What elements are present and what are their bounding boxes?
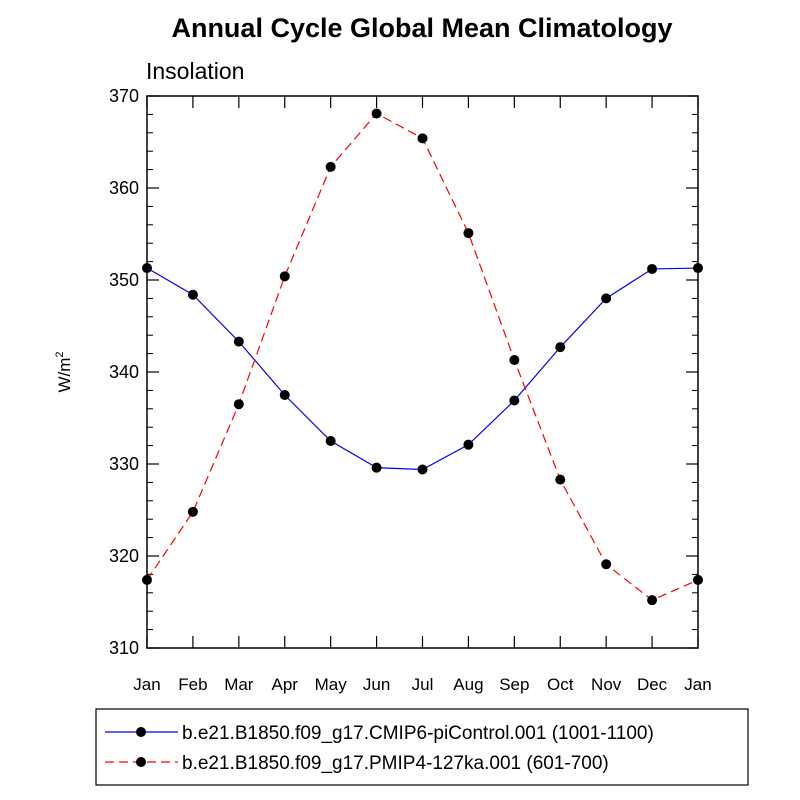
x-tick-label: Apr: [272, 675, 299, 694]
y-tick-label: 340: [109, 362, 139, 382]
data-point: [647, 595, 658, 606]
x-tick-label: May: [315, 675, 348, 694]
x-tick-label: Dec: [637, 675, 668, 694]
data-point: [601, 293, 612, 304]
data-point: [463, 439, 474, 450]
x-tick-label: Jul: [412, 675, 434, 694]
y-axis-label-sup: 2: [54, 351, 66, 357]
data-point: [417, 133, 428, 144]
legend: b.e21.B1850.f09_g17.CMIP6-piControl.001 …: [105, 723, 654, 774]
series-group: [142, 108, 703, 606]
data-point: [279, 271, 290, 282]
data-point: [142, 574, 152, 585]
legend-label-0: b.e21.B1850.f09_g17.CMIP6-piControl.001 …: [182, 723, 654, 744]
x-axis-ticks: Jan Feb Mar Apr May Jun Jul Aug Sep Oct Nov Dec Jan: [133, 96, 712, 694]
legend-label-1: b.e21.B1850.f09_g17.PMIP4-127ka.001 (601…: [182, 753, 609, 774]
y-axis-label-group: W/m2: [54, 351, 74, 392]
data-point: [233, 399, 244, 410]
y-tick-label: 360: [109, 178, 139, 198]
data-point: [509, 395, 520, 406]
x-tick-label: Nov: [591, 675, 622, 694]
legend-marker-0: [136, 727, 146, 737]
data-point: [555, 342, 566, 353]
x-tick-label: Jun: [363, 675, 390, 694]
data-point: [509, 355, 520, 366]
legend-box: [95, 708, 749, 786]
x-tick-label: Mar: [224, 675, 254, 694]
chart-subtitle: Insolation: [146, 58, 244, 84]
y-tick-label: 310: [109, 638, 139, 658]
data-point: [371, 462, 382, 473]
x-tick-label: Aug: [453, 675, 483, 694]
data-point: [693, 574, 703, 585]
data-point: [601, 559, 612, 570]
y-tick-label: 330: [109, 454, 139, 474]
data-point: [325, 161, 336, 172]
series-line-1: [146, 112, 699, 601]
data-point: [187, 506, 198, 517]
y-axis-label-base: W/m: [55, 358, 74, 393]
y-axis-label: W/m2: [54, 351, 74, 392]
y-tick-label: 350: [109, 270, 139, 290]
data-point: [371, 108, 382, 119]
data-point: [463, 228, 474, 239]
data-point: [417, 464, 428, 475]
data-point: [279, 390, 290, 400]
y-axis-ticks: 310 320 330 340 350 360 370: [109, 86, 698, 658]
x-tick-label: Jan: [133, 675, 160, 694]
data-point: [325, 436, 336, 446]
data-point: [187, 289, 198, 300]
plot-frame: [146, 95, 699, 649]
x-tick-label: Jan: [684, 675, 711, 694]
x-tick-label: Oct: [547, 675, 574, 694]
data-point: [647, 263, 658, 274]
data-point: [233, 336, 244, 347]
data-point: [142, 263, 152, 274]
data-point: [555, 474, 566, 485]
y-tick-label: 320: [109, 546, 139, 566]
x-tick-label: Feb: [178, 675, 207, 694]
chart-title: Annual Cycle Global Mean Climatology: [171, 13, 672, 43]
data-point: [693, 263, 703, 274]
legend-marker-1: [136, 757, 146, 767]
y-tick-label: 370: [109, 86, 139, 106]
series-line-0: [146, 267, 699, 471]
x-tick-label: Sep: [499, 675, 529, 694]
